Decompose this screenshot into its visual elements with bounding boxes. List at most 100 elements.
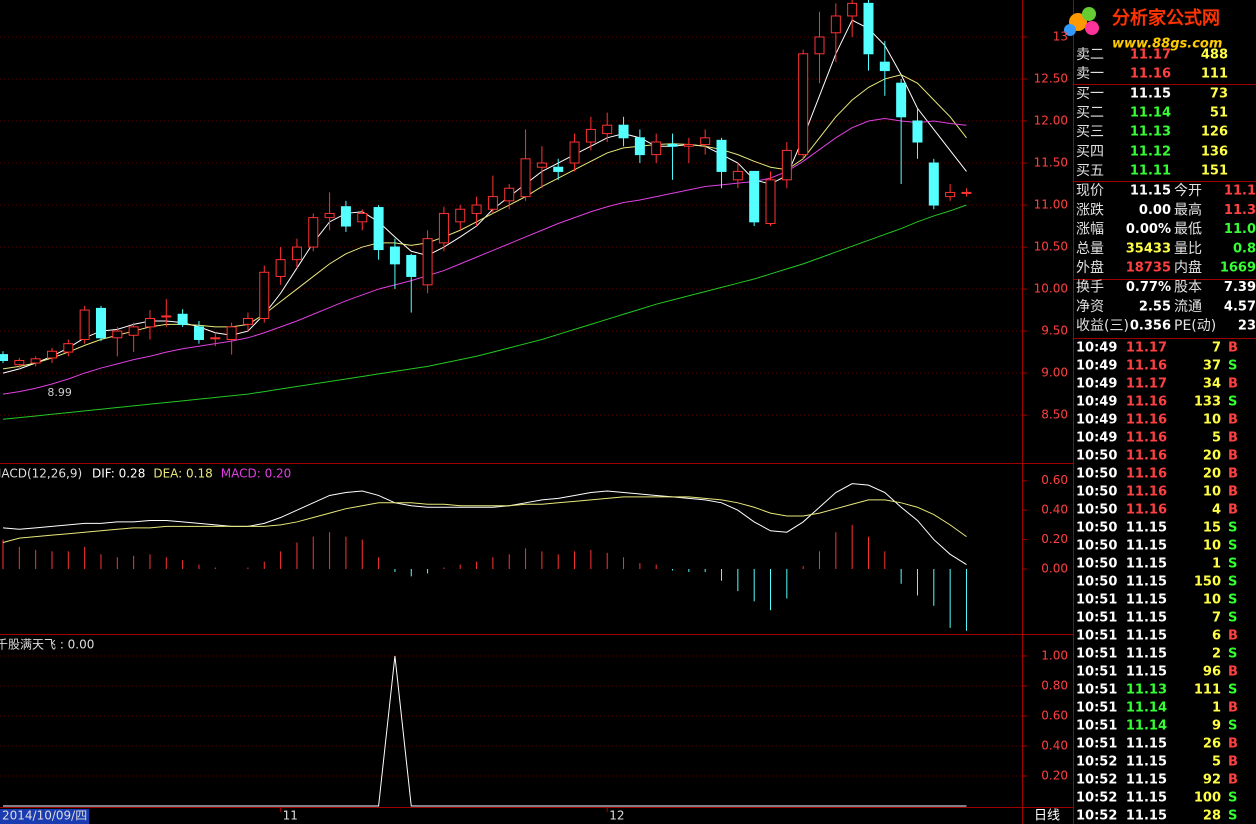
candle-body xyxy=(128,326,139,336)
trade-side: B xyxy=(1228,665,1238,680)
candle-body xyxy=(226,326,237,340)
candle-body xyxy=(63,343,74,353)
trade-volume: 10 xyxy=(1203,413,1221,428)
stat-label: 流通 xyxy=(1174,299,1202,315)
trade-price: 11.16 xyxy=(1126,449,1167,464)
trade-time: 10:49 xyxy=(1076,377,1117,392)
stat-value: 0.00 xyxy=(1139,203,1171,218)
trade-volume: 20 xyxy=(1203,467,1221,482)
trade-side: S xyxy=(1228,521,1237,536)
stat-label: 涨幅 xyxy=(1076,222,1104,238)
trade-price: 11.15 xyxy=(1126,791,1167,806)
y-tick-label: 11.00 xyxy=(1034,198,1068,212)
indicator-title: MACD(12,26,9) xyxy=(0,467,82,481)
book-label: 买一 xyxy=(1076,86,1104,102)
date-highlight xyxy=(0,809,90,824)
candle-body xyxy=(79,309,90,340)
candle-body xyxy=(765,179,776,225)
candle-body xyxy=(144,317,155,328)
candle-body xyxy=(291,246,302,261)
logo-url: www.88gs.com xyxy=(1112,37,1222,52)
trade-price: 11.15 xyxy=(1126,647,1167,662)
book-price: 11.14 xyxy=(1130,106,1171,121)
line xyxy=(3,655,967,807)
period-label: 日线 xyxy=(1034,809,1060,824)
candle-body xyxy=(634,137,645,156)
book-label: 买三 xyxy=(1076,124,1104,140)
trade-side: S xyxy=(1228,359,1237,374)
candle-body xyxy=(683,144,694,147)
y-tick-label: 9.00 xyxy=(1041,366,1068,380)
trade-price: 11.15 xyxy=(1126,809,1167,824)
y-tick-label: 0.00 xyxy=(1041,562,1068,576)
trade-price: 11.15 xyxy=(1126,773,1167,788)
legend-entry: MACD: 0.20 xyxy=(221,467,292,481)
trade-side: B xyxy=(1228,701,1238,716)
book-price: 11.13 xyxy=(1130,125,1171,140)
candle-body xyxy=(340,206,351,227)
candle-body xyxy=(602,124,613,135)
legend-entry: DEA: 0.18 xyxy=(153,467,212,481)
candle-body xyxy=(847,2,858,17)
trade-volume: 7 xyxy=(1212,341,1221,356)
trade-side: B xyxy=(1228,773,1238,788)
trade-price: 11.15 xyxy=(1126,629,1167,644)
trade-price: 11.15 xyxy=(1126,665,1167,680)
trade-time: 10:51 xyxy=(1076,593,1117,608)
trade-volume: 5 xyxy=(1212,755,1221,770)
candle-body xyxy=(700,137,711,146)
candle-body xyxy=(667,144,678,147)
stat-label: 最低 xyxy=(1174,222,1202,238)
y-tick-label: 0.40 xyxy=(1041,503,1068,517)
y-tick-label: 1.00 xyxy=(1041,648,1068,662)
trade-side: B xyxy=(1228,503,1238,518)
trade-side: S xyxy=(1228,395,1237,410)
trade-side: B xyxy=(1228,755,1238,770)
trade-volume: 7 xyxy=(1212,611,1221,626)
trade-side: S xyxy=(1228,557,1237,572)
low-annotation: 8.99 xyxy=(47,386,72,399)
candle-body xyxy=(749,170,760,223)
line xyxy=(2,74,967,370)
y-tick-label: 0.20 xyxy=(1041,532,1068,546)
stat-label: PE(动) xyxy=(1174,318,1216,334)
trade-side: B xyxy=(1228,341,1238,356)
candle-body xyxy=(161,315,172,318)
trade-time: 10:51 xyxy=(1076,701,1117,716)
stat-label: 最高 xyxy=(1174,201,1202,218)
trade-price: 11.16 xyxy=(1126,395,1167,410)
candle-body xyxy=(961,191,972,194)
book-price: 11.16 xyxy=(1130,67,1171,82)
trade-side: S xyxy=(1228,575,1237,590)
trade-side: S xyxy=(1228,611,1237,626)
candle-body xyxy=(536,162,547,168)
trade-volume: 4 xyxy=(1212,503,1221,518)
trade-side: B xyxy=(1228,431,1238,446)
stat-value: 7.39 xyxy=(1224,280,1256,295)
trade-price: 11.15 xyxy=(1126,593,1167,608)
stat-value: 0.8 xyxy=(1233,241,1256,256)
trade-time: 10:51 xyxy=(1076,629,1117,644)
stat-value: 11.1 xyxy=(1224,184,1256,199)
y-tick-label: 8.50 xyxy=(1041,408,1068,422)
candle-body xyxy=(716,139,727,172)
trade-side: B xyxy=(1228,629,1238,644)
book-volume: 111 xyxy=(1201,67,1228,82)
trade-time: 10:49 xyxy=(1076,341,1117,356)
candle-body xyxy=(732,170,743,181)
trade-volume: 10 xyxy=(1203,593,1221,608)
trade-time: 10:51 xyxy=(1076,665,1117,680)
candle-body xyxy=(422,238,433,286)
book-volume: 51 xyxy=(1210,106,1228,121)
trade-volume: 2 xyxy=(1212,647,1221,662)
candle-body xyxy=(863,2,874,55)
candle-body xyxy=(177,313,188,325)
candle-body xyxy=(553,166,564,172)
candle-body xyxy=(438,212,449,244)
trade-volume: 9 xyxy=(1212,719,1221,734)
trade-price: 11.15 xyxy=(1126,557,1167,572)
trade-side: S xyxy=(1228,719,1237,734)
trade-time: 10:50 xyxy=(1076,521,1117,536)
trade-volume: 5 xyxy=(1212,431,1221,446)
